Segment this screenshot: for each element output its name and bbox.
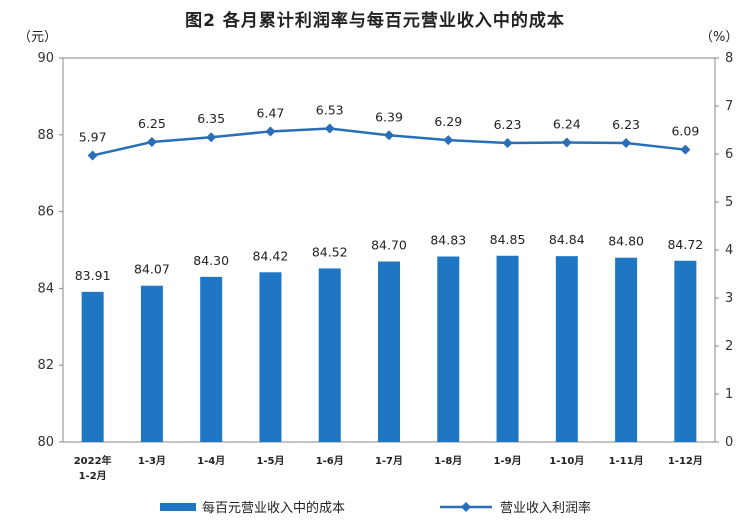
bar: [140, 285, 163, 442]
right-axis-unit: （%）: [700, 30, 739, 45]
y-right-tick-label: 5: [725, 195, 733, 210]
legend-bar-label: 每百元营业收入中的成本: [202, 500, 345, 516]
bar-data-label: 84.30: [193, 253, 229, 268]
line-data-label: 6.24: [553, 116, 581, 131]
x-tick-label: 1-4月: [197, 455, 225, 467]
chart-title: 图2 各月累计利润率与每百元营业收入中的成本: [185, 11, 565, 31]
x-tick-label: 1-12月: [668, 455, 703, 467]
bar: [378, 261, 400, 442]
bar: [259, 272, 282, 442]
bar-data-label: 83.91: [75, 268, 111, 283]
line-data-label: 6.09: [671, 124, 699, 139]
y-right-tick-label: 1: [725, 387, 733, 402]
x-tick-label: 1-7月: [375, 455, 403, 467]
line-data-label: 6.23: [612, 117, 640, 132]
y-right-tick-label: 3: [725, 291, 733, 306]
y-left-tick-label: 90: [37, 51, 54, 66]
line-data-label: 6.35: [197, 111, 225, 126]
line-data-label: 6.25: [138, 116, 166, 131]
y-right-tick-label: 8: [725, 51, 733, 66]
line-data-label: 6.47: [257, 105, 285, 120]
line-marker: [680, 144, 691, 155]
bar-data-label: 84.85: [490, 232, 526, 247]
legend-line-marker: [461, 502, 471, 512]
line-marker: [87, 150, 98, 161]
bar-data-label: 84.83: [430, 233, 466, 248]
y-right-tick-label: 7: [725, 99, 733, 114]
bar: [496, 255, 519, 442]
y-right-tick-label: 6: [725, 147, 733, 162]
y-right-tick-label: 2: [725, 339, 733, 354]
line-data-label: 6.53: [316, 103, 344, 118]
x-tick-label: 1-10月: [549, 455, 584, 467]
line-data-label: 5.97: [79, 129, 107, 144]
y-left-tick-label: 82: [37, 358, 54, 373]
bar: [555, 256, 578, 442]
x-tick-label: 2022年: [74, 454, 112, 467]
line-marker: [621, 137, 632, 148]
bar: [200, 276, 223, 442]
bar-data-label: 84.72: [667, 237, 703, 252]
line-data-label: 6.23: [494, 117, 522, 132]
y-left-tick-label: 80: [37, 435, 54, 450]
x-tick-label: 1-3月: [138, 455, 166, 467]
bar-data-label: 84.52: [312, 244, 348, 259]
x-tick-label: 1-6月: [316, 455, 344, 467]
line-marker: [502, 137, 513, 148]
line-marker: [146, 137, 157, 147]
line-marker: [443, 135, 454, 146]
y-right-tick-label: 0: [725, 435, 733, 450]
legend-line-label: 营业收入利润率: [500, 500, 591, 516]
bar: [318, 268, 341, 442]
bar-data-label: 84.42: [253, 248, 289, 263]
y-left-tick-label: 86: [37, 205, 54, 220]
legend-bar-swatch: [160, 503, 196, 511]
bar-data-label: 84.70: [371, 238, 407, 253]
bar: [437, 256, 460, 442]
bar-data-label: 84.07: [134, 262, 170, 277]
line-marker: [561, 137, 572, 148]
bar: [615, 257, 638, 442]
x-tick-label: 1-8月: [434, 455, 462, 467]
line-marker: [206, 132, 217, 143]
x-tick-label: 1-5月: [256, 455, 284, 467]
x-tick-label: 1-2月: [79, 470, 107, 482]
x-tick-label: 1-9月: [494, 455, 522, 467]
y-right-tick-label: 4: [725, 243, 733, 258]
line-data-label: 6.39: [375, 109, 403, 124]
bar: [81, 291, 104, 442]
line-marker: [324, 123, 335, 134]
line-marker: [265, 126, 276, 137]
bar-data-label: 84.84: [549, 232, 585, 247]
x-tick-label: 1-11月: [609, 455, 644, 467]
bar: [674, 260, 697, 442]
left-axis-unit: （元）: [18, 30, 58, 45]
y-left-tick-label: 88: [37, 128, 54, 143]
line-data-label: 6.29: [434, 114, 462, 129]
line-marker: [384, 130, 394, 141]
bar-data-label: 84.80: [608, 234, 644, 249]
y-left-tick-label: 84: [37, 281, 54, 296]
